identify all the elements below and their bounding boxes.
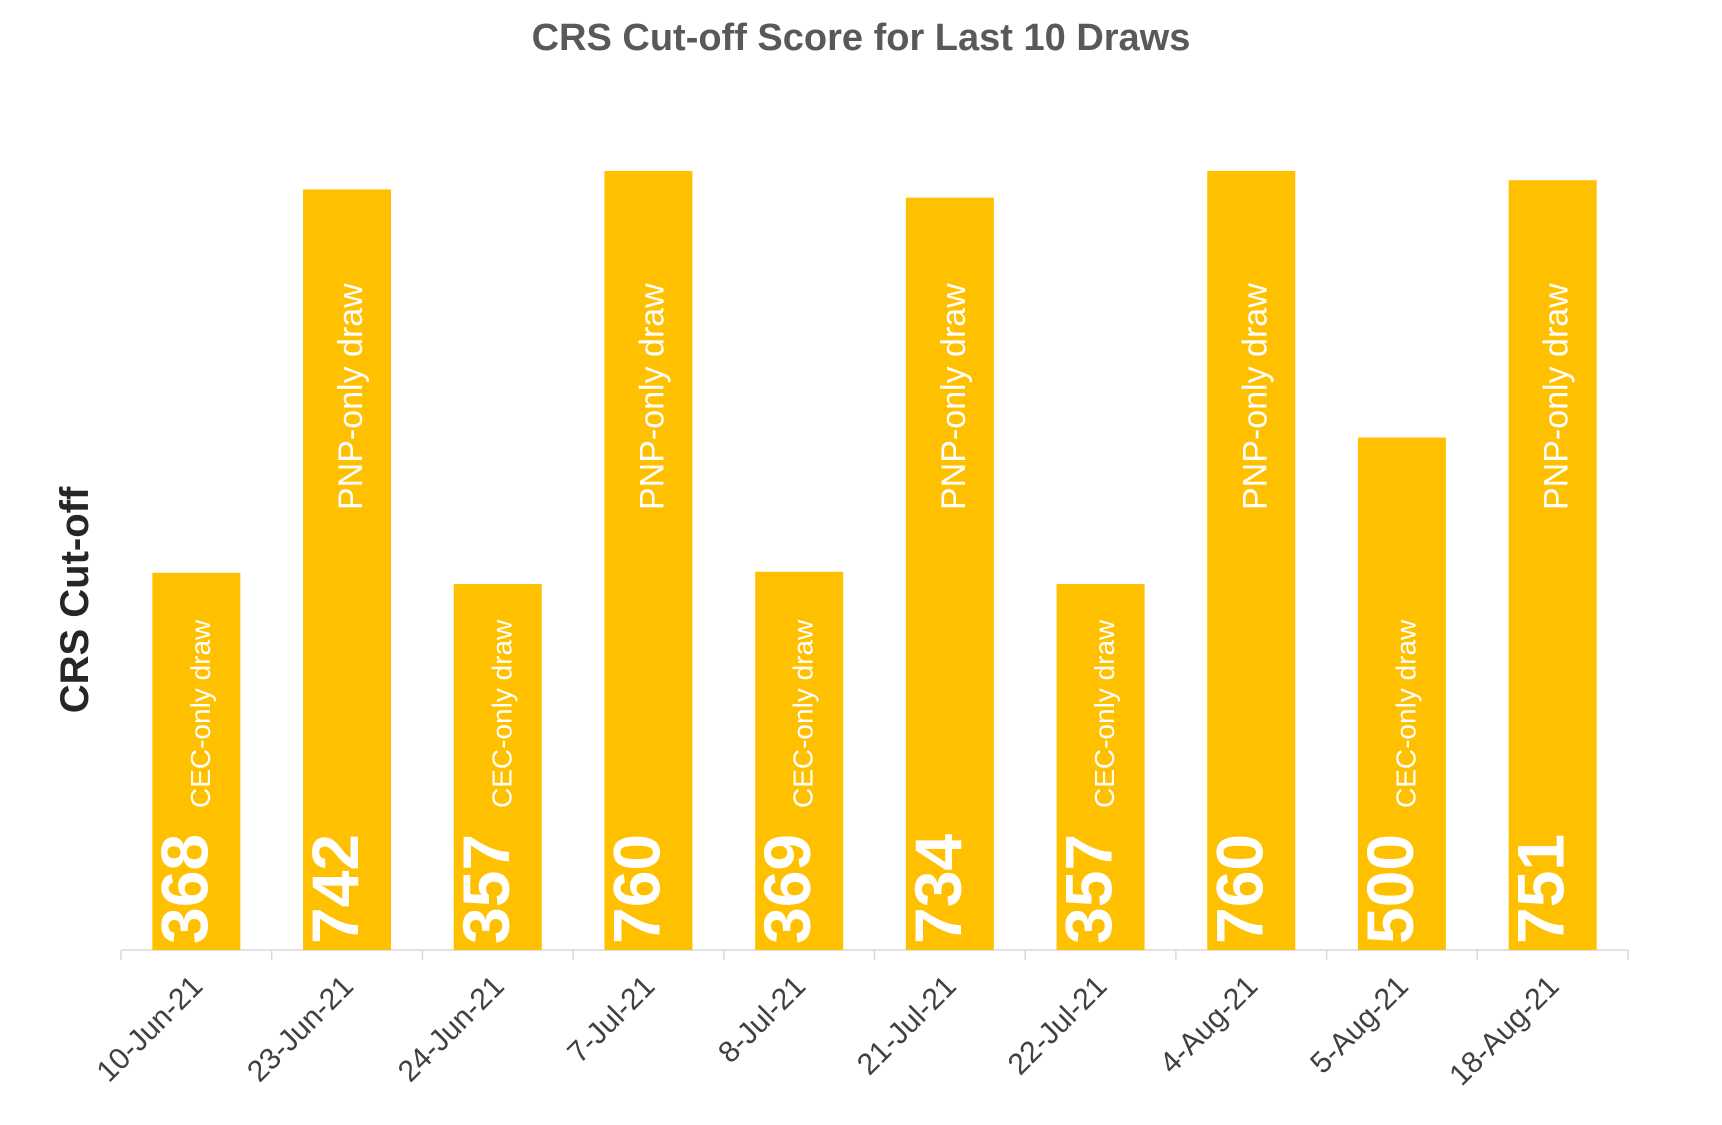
x-tick-label: 22-Jul-21 <box>1002 970 1114 1082</box>
bar-note-label: PNP-only draw <box>935 283 973 510</box>
plot-area: 368 CEC-only draw 10-Jun-21 742 PNP-only dra… <box>90 171 1629 1092</box>
bar <box>303 189 392 950</box>
x-tick-label: 10-Jun-21 <box>90 970 209 1089</box>
bar <box>1056 584 1145 950</box>
bar-note-label: PNP-only draw <box>1236 283 1274 510</box>
bar-value-label: 760 <box>599 834 673 944</box>
bar-note-label: CEC-only draw <box>1390 619 1421 808</box>
x-tick-label: 8-Jul-21 <box>712 970 812 1070</box>
bar-note-label: CEC-only draw <box>486 619 517 808</box>
bar <box>905 197 994 950</box>
x-tick-label: 4-Aug-21 <box>1154 970 1265 1081</box>
bar <box>152 572 241 950</box>
chart-title: CRS Cut-off Score for Last 10 Draws <box>532 17 1191 59</box>
bar-value-label: 751 <box>1504 834 1578 944</box>
x-tick-label: 24-Jun-21 <box>392 970 511 1089</box>
bar <box>1357 437 1446 950</box>
bar-value-label: 734 <box>901 834 975 944</box>
y-axis-label: CRS Cut-off <box>53 486 97 713</box>
x-tick-label: 21-Jul-21 <box>851 970 963 1082</box>
bar-value-label: 500 <box>1353 834 1427 944</box>
bar <box>604 171 693 950</box>
bar-value-label: 368 <box>147 834 221 944</box>
x-tick-label: 23-Jun-21 <box>241 970 360 1089</box>
x-tick-label: 7-Jul-21 <box>561 970 661 1070</box>
bar-value-label: 369 <box>750 834 824 944</box>
bar-value-label: 742 <box>298 834 372 944</box>
bar-note-label: PNP-only draw <box>332 283 370 510</box>
bar-note-label: CEC-only draw <box>1089 619 1120 808</box>
bar-note-label: PNP-only draw <box>633 283 671 510</box>
bar-value-label: 357 <box>1052 834 1126 944</box>
x-tick-label: 5-Aug-21 <box>1304 970 1415 1081</box>
bar <box>453 584 542 950</box>
bar-note-label: CEC-only draw <box>788 619 819 808</box>
bar <box>1207 171 1296 950</box>
x-tick-label: 18-Aug-21 <box>1443 970 1565 1092</box>
bar-value-label: 357 <box>449 834 523 944</box>
bar-note-label: PNP-only draw <box>1538 283 1576 510</box>
bar-note-label: CEC-only draw <box>185 619 216 808</box>
bar <box>755 571 844 950</box>
bar-value-label: 760 <box>1202 834 1276 944</box>
bar <box>1508 180 1597 951</box>
